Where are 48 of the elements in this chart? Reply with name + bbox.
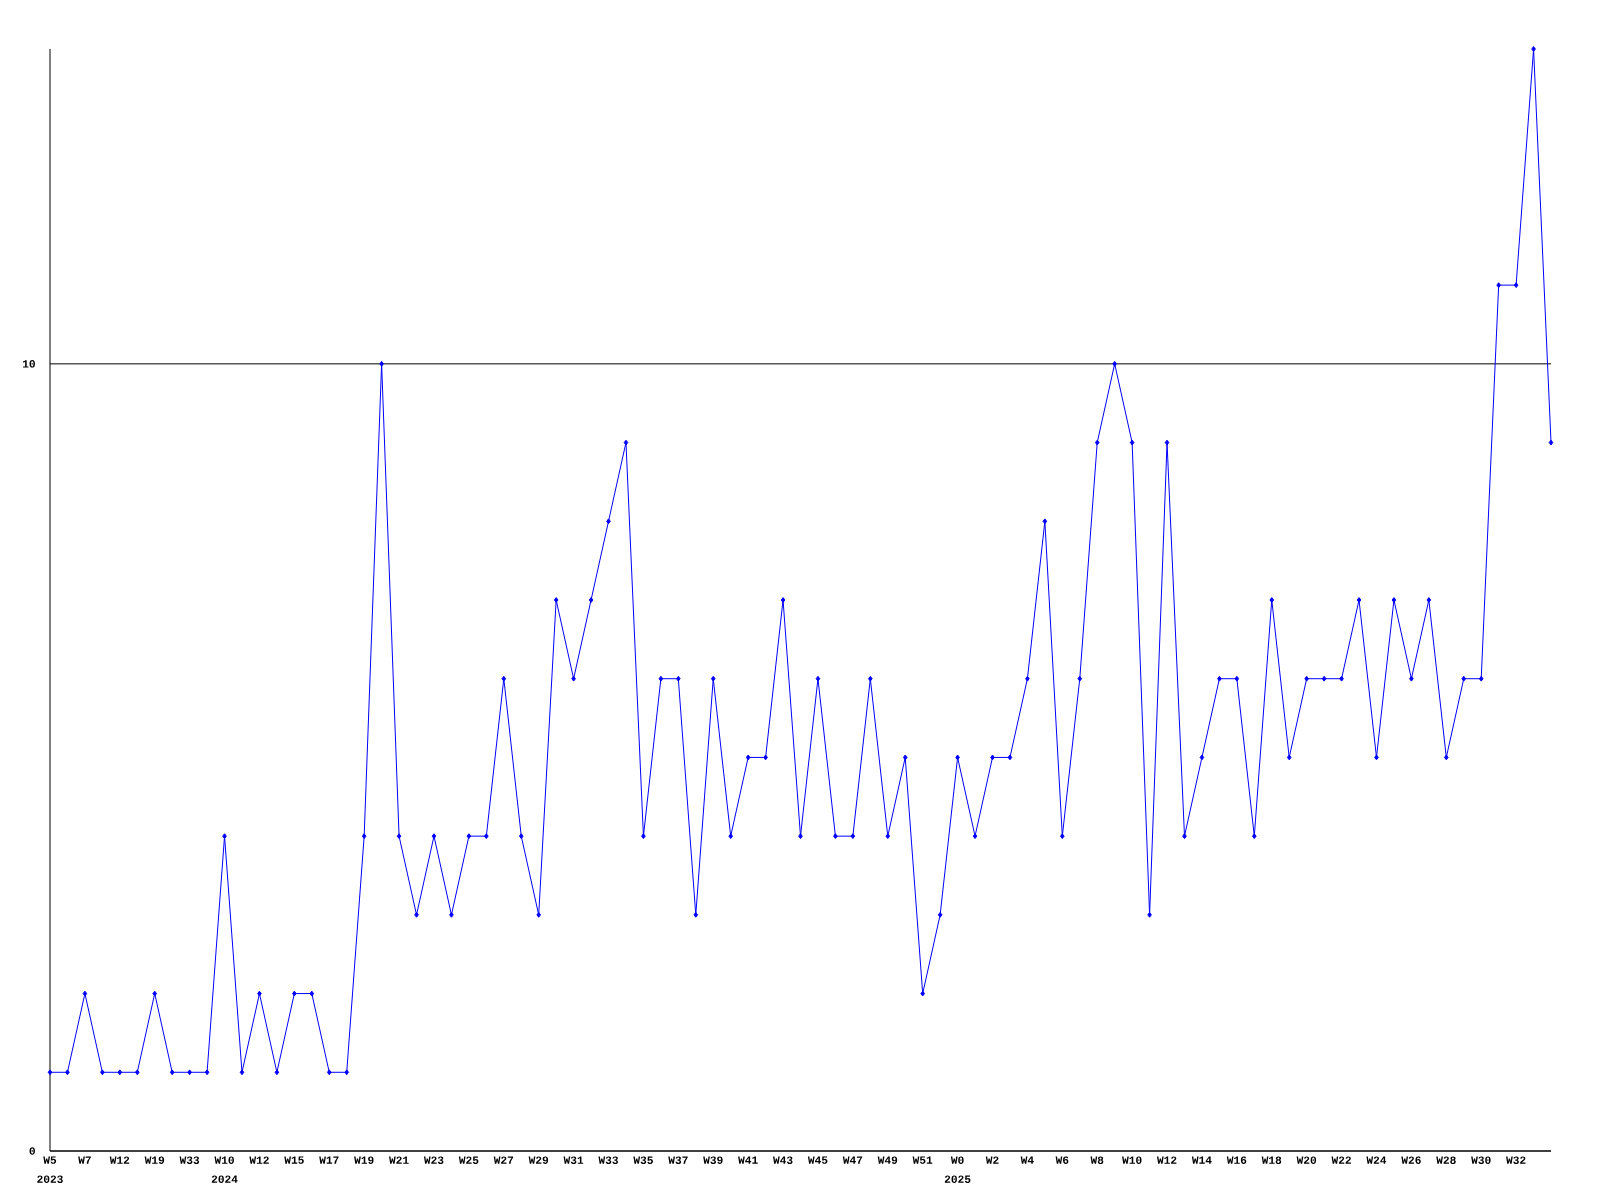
x-tick-label: W20: [1296, 1156, 1317, 1164]
x-tick-label: W10: [1122, 1156, 1142, 1164]
x-tick-label: W6: [1055, 1156, 1069, 1164]
x-tick-label: W21: [389, 1156, 409, 1164]
y-tick-label: 10: [22, 360, 35, 368]
y-tick-label: 0: [29, 1147, 35, 1155]
x-tick-label: W41: [738, 1156, 758, 1164]
x-tick-label: W16: [1226, 1156, 1247, 1164]
x-tick-label: W12: [109, 1156, 130, 1164]
x-tick-label: W37: [668, 1156, 688, 1164]
x-tick-label: W7: [78, 1156, 91, 1164]
x-tick-label: W0: [950, 1156, 964, 1164]
x-tick-label: W19: [144, 1156, 165, 1164]
x-tick-label: W45: [807, 1156, 828, 1164]
text: 2023: [37, 1175, 63, 1183]
x-tick-label: W8: [1090, 1156, 1104, 1164]
x-tick-label: W49: [877, 1156, 898, 1164]
x-tick-label: W19: [354, 1156, 374, 1164]
x-tick-label: W4: [1020, 1156, 1034, 1164]
x-tick-label: W33: [179, 1156, 200, 1164]
x-tick-label: W43: [773, 1156, 793, 1164]
x-tick-label: W12: [1156, 1156, 1177, 1164]
x-tick-label: W35: [633, 1156, 653, 1164]
x-tick-label: W10: [214, 1156, 234, 1164]
x-tick-label: W24: [1366, 1156, 1387, 1164]
x-tick-label: W15: [284, 1156, 304, 1164]
x-tick-label: W25: [458, 1156, 479, 1164]
x-tick-label: W27: [493, 1156, 514, 1164]
x-tick-label: W39: [703, 1156, 723, 1164]
x-tick-label: W18: [1261, 1156, 1282, 1164]
x-tick-label: W33: [598, 1156, 618, 1164]
x-tick-label: W17: [319, 1156, 339, 1164]
x-tick-label: W12: [249, 1156, 269, 1164]
x-tick-label: W30: [1471, 1156, 1491, 1164]
x-tick-label: W23: [423, 1156, 444, 1164]
x-tick-label: W26: [1401, 1156, 1421, 1164]
x-tick-label: W28: [1436, 1156, 1456, 1164]
x-tick-label: W2: [985, 1156, 999, 1164]
text: 2024: [211, 1175, 238, 1183]
x-tick-label: W32: [1506, 1156, 1526, 1164]
x-tick-label: W22: [1331, 1156, 1351, 1164]
x-tick-label: W47: [842, 1156, 863, 1164]
text: 2025: [944, 1175, 971, 1183]
x-tick-label: W31: [563, 1156, 584, 1164]
x-tick-label: W5: [43, 1156, 57, 1164]
x-tick-label: W29: [528, 1156, 549, 1164]
x-tick-label: W14: [1191, 1156, 1212, 1164]
x-tick-label: W51: [912, 1156, 933, 1164]
